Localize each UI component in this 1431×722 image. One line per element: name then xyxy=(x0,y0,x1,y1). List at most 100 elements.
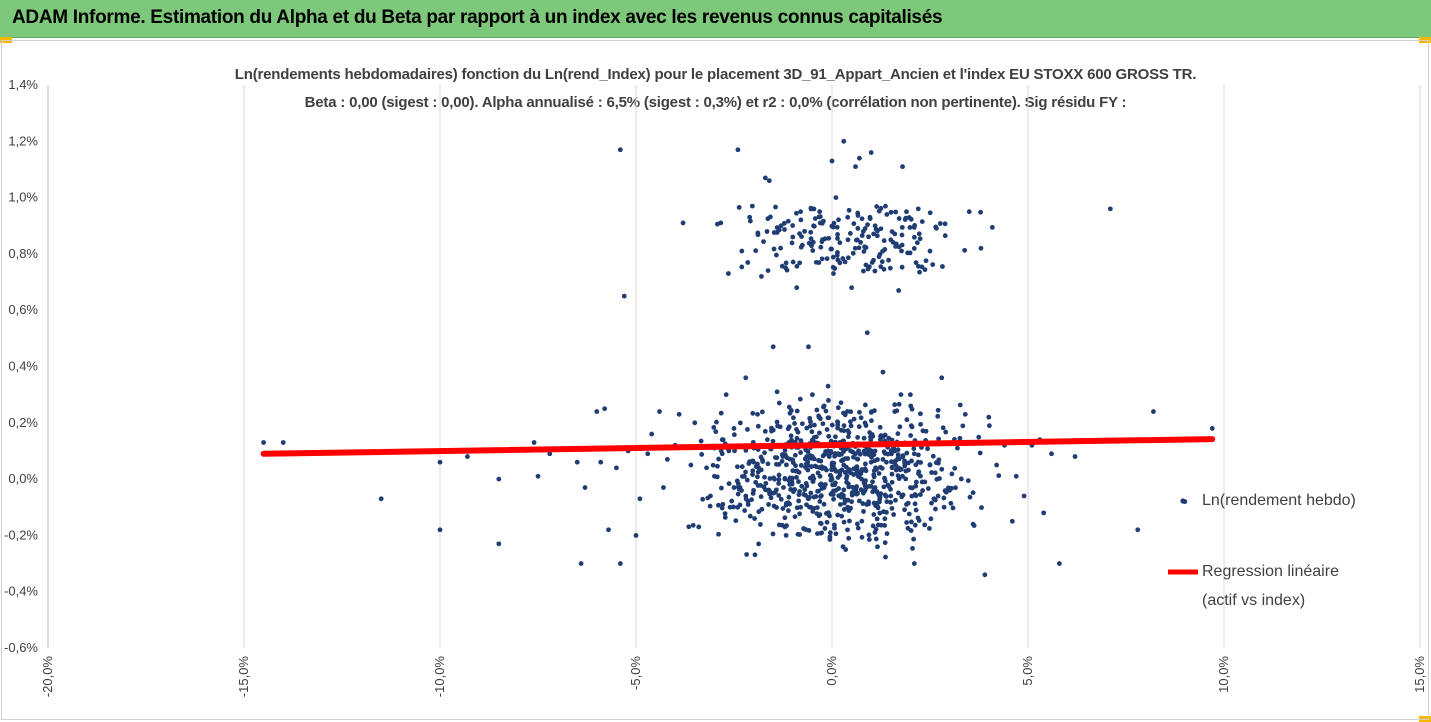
data-point xyxy=(852,245,858,251)
data-point xyxy=(841,493,846,499)
data-point xyxy=(943,429,949,435)
data-point xyxy=(782,476,788,481)
data-point xyxy=(743,496,749,502)
data-point xyxy=(808,419,813,425)
data-point xyxy=(799,421,805,427)
data-point xyxy=(877,424,883,430)
data-point xyxy=(729,498,735,504)
data-point xyxy=(833,434,838,440)
data-point xyxy=(882,432,888,438)
data-point xyxy=(617,147,623,153)
data-point xyxy=(1107,206,1113,212)
data-point xyxy=(841,487,847,493)
data-point xyxy=(833,531,839,537)
data-point xyxy=(895,447,901,453)
data-point xyxy=(891,512,897,517)
data-point xyxy=(863,468,869,474)
legend-marker-points xyxy=(1180,498,1186,504)
data-point xyxy=(845,255,851,261)
data-point xyxy=(937,221,943,226)
data-point xyxy=(908,392,913,398)
data-point xyxy=(831,496,836,502)
data-point xyxy=(919,264,925,270)
data-point xyxy=(905,467,911,473)
data-point xyxy=(846,535,852,541)
data-point xyxy=(829,422,835,428)
data-point xyxy=(857,409,862,415)
data-point xyxy=(1041,510,1047,516)
data-point xyxy=(905,460,911,466)
data-point xyxy=(797,511,803,517)
data-point xyxy=(839,458,844,464)
data-point xyxy=(866,264,872,270)
data-point xyxy=(834,224,840,230)
data-point xyxy=(888,459,894,465)
data-point xyxy=(723,392,729,398)
data-point xyxy=(742,508,748,513)
data-point xyxy=(884,531,890,537)
data-point xyxy=(778,496,784,502)
data-point xyxy=(873,536,879,542)
data-point xyxy=(744,477,750,483)
data-point xyxy=(801,526,806,531)
data-point xyxy=(753,248,759,254)
data-point xyxy=(798,463,804,468)
data-point xyxy=(882,451,888,456)
data-point xyxy=(911,446,917,451)
data-point xyxy=(789,481,795,487)
data-point xyxy=(714,419,719,425)
data-point xyxy=(877,497,883,503)
data-point xyxy=(707,503,713,509)
data-point xyxy=(797,260,803,266)
data-point xyxy=(755,411,760,417)
data-point xyxy=(746,461,752,466)
data-point xyxy=(782,452,788,458)
data-point xyxy=(692,420,698,426)
data-point xyxy=(845,428,851,434)
data-point xyxy=(930,262,936,268)
data-point xyxy=(835,257,841,263)
data-point xyxy=(876,471,882,476)
data-point xyxy=(790,223,796,228)
data-point xyxy=(978,209,984,215)
data-point xyxy=(817,209,823,215)
data-point xyxy=(877,510,883,516)
data-point xyxy=(786,478,792,484)
data-point xyxy=(859,518,865,524)
data-point xyxy=(578,561,584,566)
data-point xyxy=(827,513,832,519)
data-point xyxy=(888,499,894,505)
data-point xyxy=(889,464,895,470)
data-point xyxy=(898,466,904,472)
data-point xyxy=(841,428,847,434)
data-point xyxy=(860,501,866,506)
header-banner: ADAM Informe. Estimation du Alpha et du … xyxy=(0,0,1431,38)
data-point xyxy=(955,445,960,451)
data-point xyxy=(893,467,899,473)
data-point xyxy=(855,225,861,231)
data-point xyxy=(574,459,580,465)
data-point xyxy=(816,413,822,419)
data-point xyxy=(849,492,855,498)
data-point xyxy=(783,502,789,508)
data-point xyxy=(939,466,945,472)
data-point xyxy=(819,239,825,245)
data-point xyxy=(824,256,830,262)
data-point xyxy=(795,429,801,435)
data-point xyxy=(810,239,816,245)
data-point xyxy=(699,451,705,457)
data-point xyxy=(794,285,800,291)
data-point xyxy=(817,512,823,518)
data-point xyxy=(962,247,968,253)
data-point xyxy=(820,218,826,224)
data-point xyxy=(747,218,753,224)
data-point xyxy=(766,178,772,184)
data-point xyxy=(765,268,771,274)
data-point xyxy=(810,248,816,253)
data-point xyxy=(817,520,823,526)
data-point xyxy=(747,214,753,220)
data-point xyxy=(700,496,706,502)
data-point xyxy=(882,540,888,546)
data-point xyxy=(942,221,948,227)
data-point xyxy=(661,485,666,490)
